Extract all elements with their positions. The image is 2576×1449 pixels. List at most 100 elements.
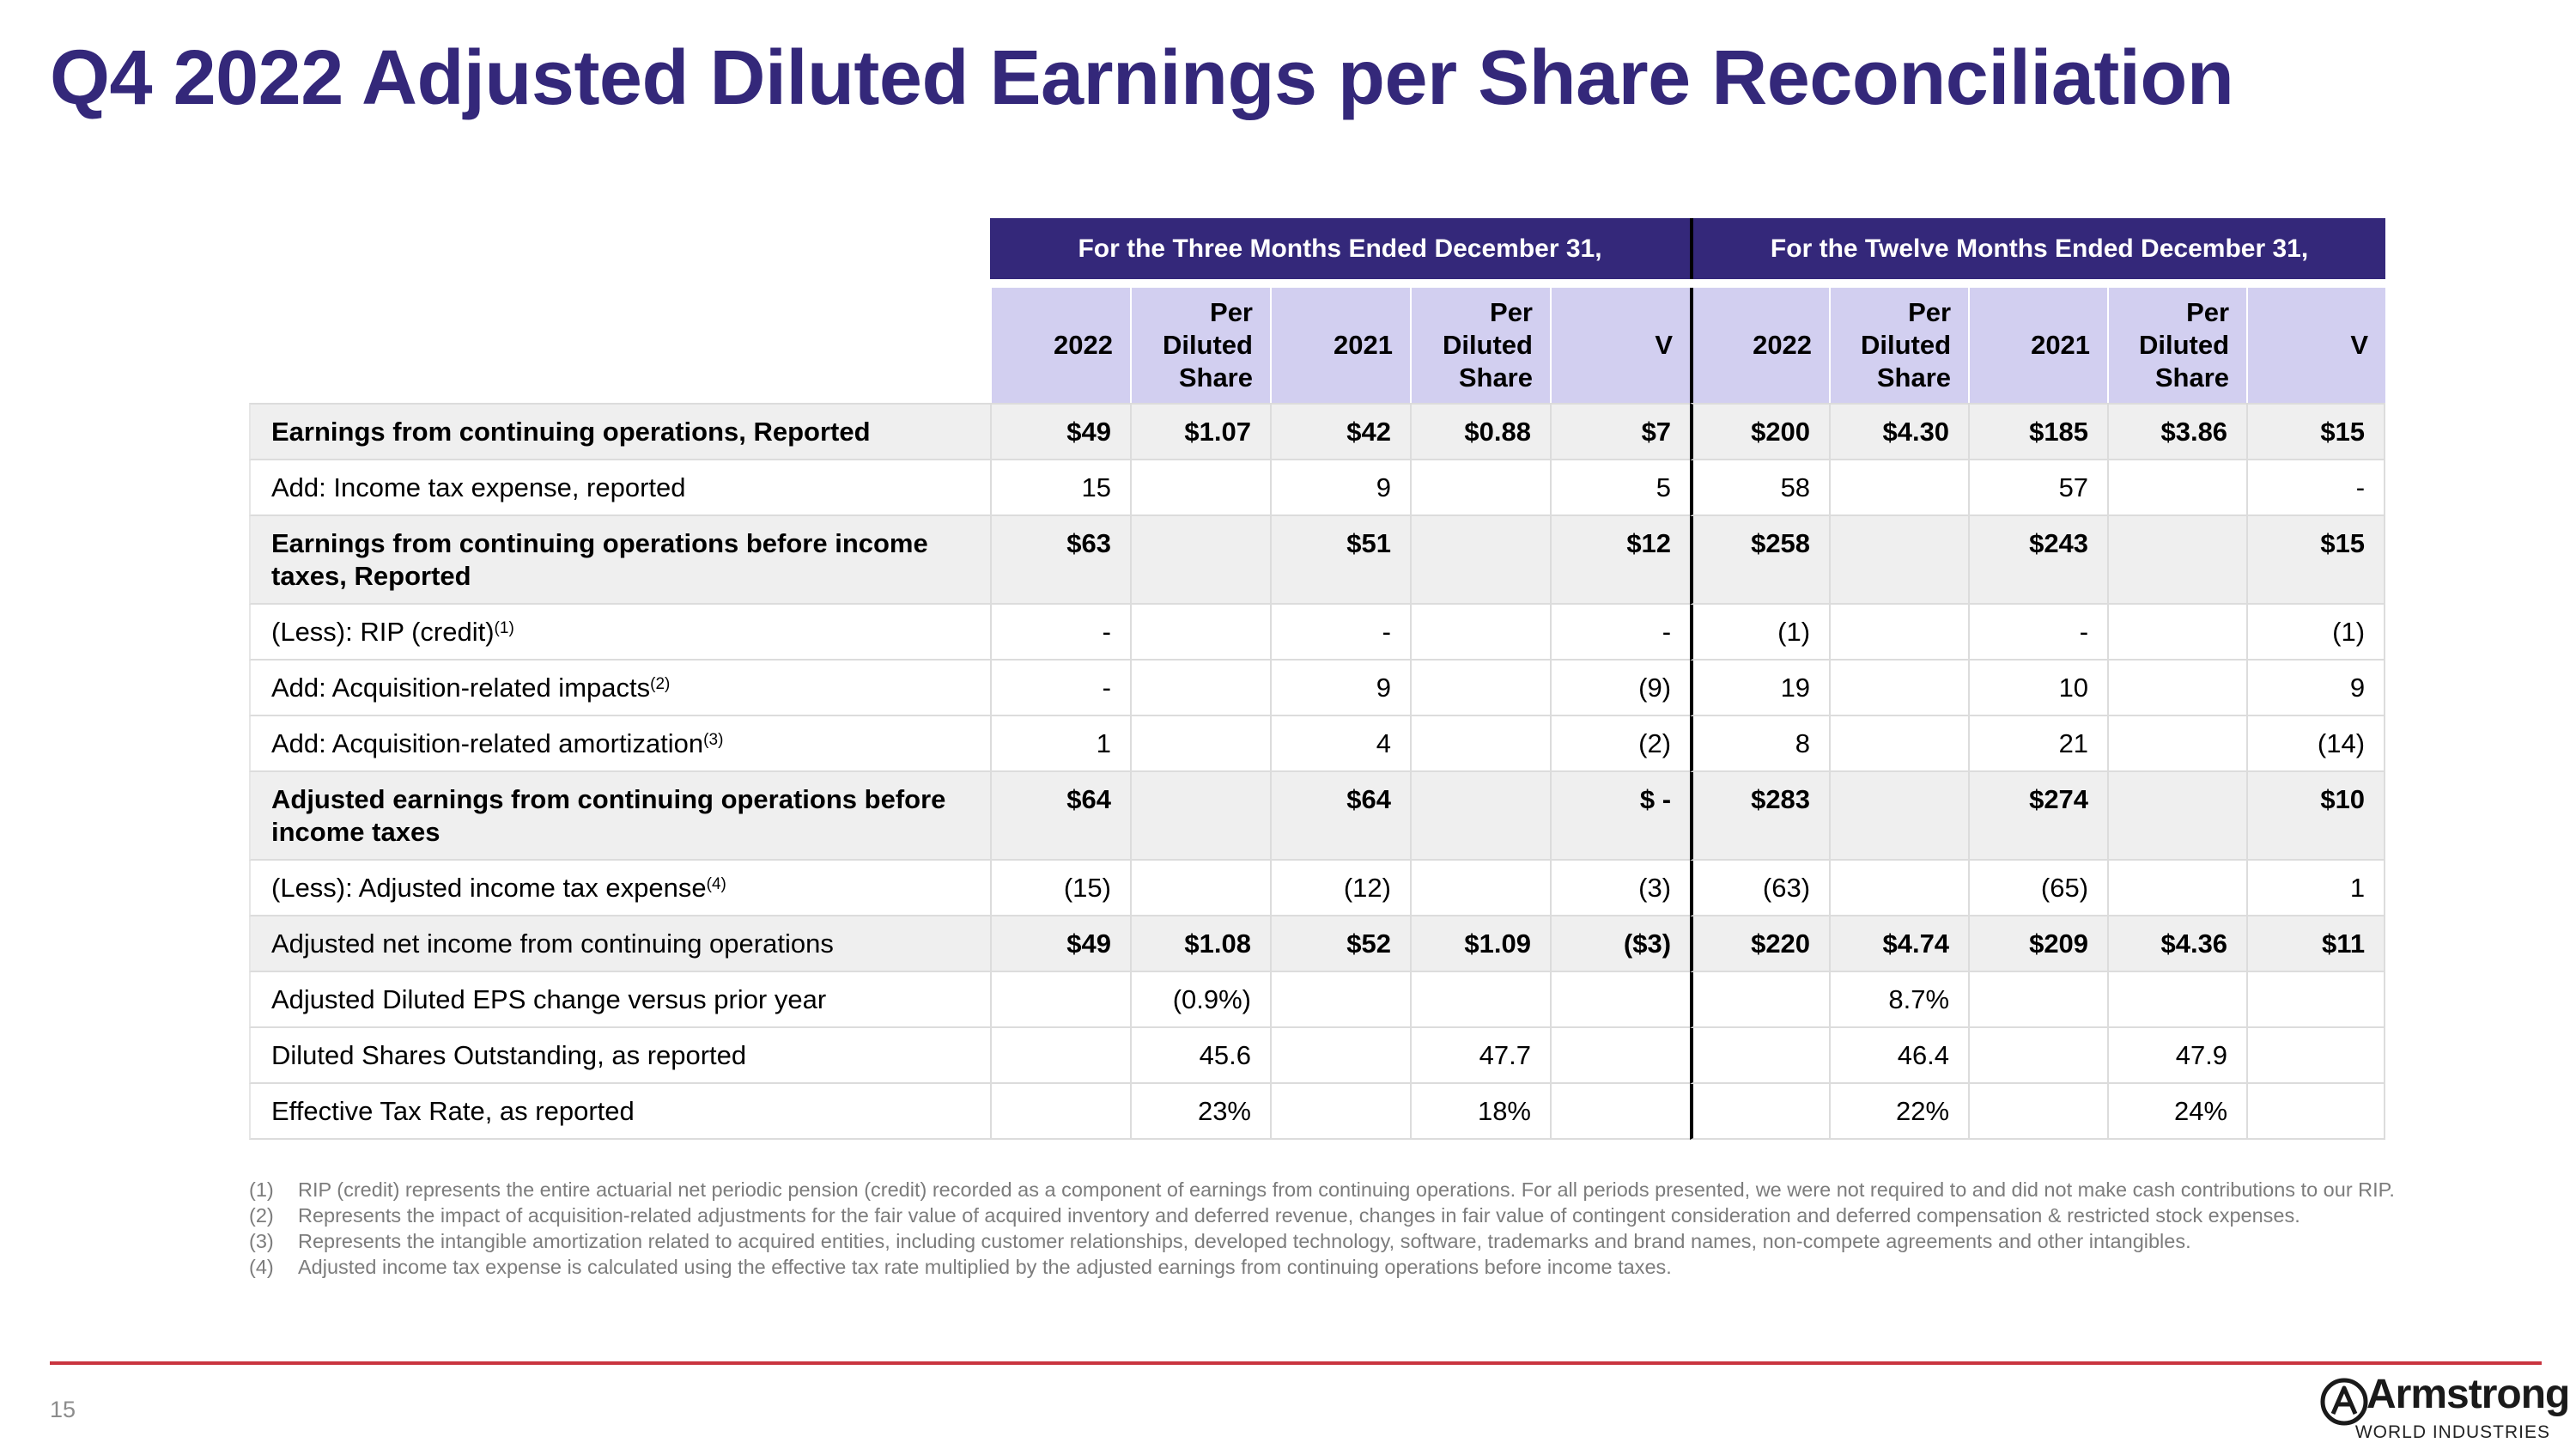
row-label: Earnings from continuing operations, Rep…	[249, 403, 990, 460]
value-cell: 1	[990, 716, 1130, 772]
value-cell	[1829, 772, 1969, 861]
value-cell: 58	[1690, 460, 1830, 516]
value-cell: (0.9%)	[1130, 972, 1270, 1028]
value-cell: $49	[990, 916, 1130, 972]
value-cell: $3.86	[2107, 403, 2247, 460]
value-cell	[1130, 516, 1270, 605]
row-label-text: Add: Acquisition-related impacts	[271, 673, 651, 703]
value-cell	[1270, 1028, 1410, 1084]
column-header: Per Diluted Share	[1410, 288, 1550, 403]
row-label-text: Add: Income tax expense, reported	[271, 472, 686, 502]
footnote-text: Represents the impact of acquisition-rel…	[298, 1204, 2300, 1227]
row-label: Adjusted earnings from continuing operat…	[249, 772, 990, 861]
page-title: Q4 2022 Adjusted Diluted Earnings per Sh…	[50, 35, 2234, 121]
value-cell: $0.88	[1410, 403, 1550, 460]
value-cell: 57	[1968, 460, 2108, 516]
value-cell	[1550, 1084, 1691, 1140]
value-cell: $63	[990, 516, 1130, 605]
value-cell	[1829, 516, 1969, 605]
value-cell	[990, 1028, 1130, 1084]
value-cell	[1130, 772, 1270, 861]
value-cell: $243	[1968, 516, 2108, 605]
value-cell: 8	[1690, 716, 1830, 772]
row-label: Adjusted net income from continuing oper…	[249, 916, 990, 972]
value-cell: $12	[1550, 516, 1691, 605]
row-label: Earnings from continuing operations befo…	[249, 516, 990, 605]
header-gap	[249, 279, 2385, 288]
value-cell	[1968, 1084, 2108, 1140]
value-cell	[1410, 861, 1550, 916]
value-cell	[1410, 661, 1550, 716]
value-cell	[1130, 861, 1270, 916]
value-cell	[990, 1084, 1130, 1140]
value-cell: -	[990, 661, 1130, 716]
value-cell: $64	[1270, 772, 1410, 861]
footnote-number: (4)	[249, 1256, 274, 1278]
column-header: V	[1550, 288, 1691, 403]
logo-subtitle: WORLD INDUSTRIES	[2354, 1422, 2550, 1442]
footnote-number: (3)	[249, 1230, 274, 1252]
table-row: Add: Income tax expense, reported 15 9 5 58 5…	[249, 460, 2386, 516]
table-row: (Less): RIP (credit)(1) - - - (1) - (1)	[249, 605, 2386, 661]
value-cell	[1410, 972, 1550, 1028]
value-cell: $ -	[1550, 772, 1691, 861]
value-cell	[2107, 972, 2247, 1028]
value-cell: $11	[2246, 916, 2386, 972]
table-row: Earnings from continuing operations, Rep…	[249, 403, 2386, 460]
value-cell: $42	[1270, 403, 1410, 460]
value-cell	[1829, 661, 1969, 716]
row-label: Add: Income tax expense, reported	[249, 460, 990, 516]
footnote: (3) Represents the intangible amortizatio…	[249, 1228, 2499, 1254]
period-header-three-months: For the Three Months Ended December 31,	[990, 218, 1691, 279]
value-cell	[1829, 716, 1969, 772]
page-number: 15	[50, 1397, 76, 1422]
row-label: (Less): RIP (credit)(1)	[249, 605, 990, 661]
value-cell: (2)	[1550, 716, 1691, 772]
value-cell: 9	[2246, 661, 2386, 716]
row-label-text: (Less): Adjusted income tax expense	[271, 873, 707, 903]
value-cell: 5	[1550, 460, 1691, 516]
column-header: 2022	[1690, 288, 1830, 403]
column-header: 2021	[1270, 288, 1410, 403]
value-cell	[1130, 605, 1270, 661]
row-label-text: Adjusted earnings from continuing operat…	[271, 784, 946, 847]
value-cell: (12)	[1270, 861, 1410, 916]
value-cell: $1.07	[1130, 403, 1270, 460]
value-cell: (1)	[1690, 605, 1830, 661]
footnote-ref: (1)	[494, 619, 514, 637]
logo-wordmark: Armstrong	[2366, 1372, 2570, 1417]
footnote-text: Represents the intangible amortization r…	[298, 1230, 2191, 1252]
value-cell: -	[1550, 605, 1691, 661]
value-cell: -	[990, 605, 1130, 661]
column-header: Per Diluted Share	[2107, 288, 2247, 403]
row-label-text: Earnings from continuing operations, Rep…	[271, 417, 871, 447]
value-cell	[1968, 1028, 2108, 1084]
value-cell: $4.74	[1829, 916, 1969, 972]
row-label-text: Adjusted net income from continuing oper…	[271, 928, 834, 959]
column-header: V	[2246, 288, 2386, 403]
column-header: 2022	[990, 288, 1130, 403]
value-cell: 8.7%	[1829, 972, 1969, 1028]
value-cell	[1270, 972, 1410, 1028]
value-cell	[1130, 716, 1270, 772]
value-cell: 4	[1270, 716, 1410, 772]
company-logo: Armstrong WORLD INDUSTRIES	[2318, 1372, 2570, 1445]
column-header: Per Diluted Share	[1829, 288, 1969, 403]
value-cell	[990, 972, 1130, 1028]
value-cell	[1829, 605, 1969, 661]
footnote-number: (2)	[249, 1204, 274, 1227]
value-cell: $1.09	[1410, 916, 1550, 972]
value-cell: 1	[2246, 861, 2386, 916]
value-cell: 22%	[1829, 1084, 1969, 1140]
value-cell	[1829, 861, 1969, 916]
table-row: Earnings from continuing operations befo…	[249, 516, 2386, 605]
value-cell	[1968, 972, 2108, 1028]
table-row: Adjusted Diluted EPS change versus prior…	[249, 972, 2386, 1028]
footnote-ref: (3)	[703, 731, 724, 749]
value-cell	[2107, 661, 2247, 716]
row-label-text: Earnings from continuing operations befo…	[271, 528, 928, 591]
value-cell	[1690, 1084, 1830, 1140]
value-cell	[2246, 1084, 2386, 1140]
footnote: (4) Adjusted income tax expense is calcul…	[249, 1254, 2499, 1280]
value-cell: ($3)	[1550, 916, 1691, 972]
